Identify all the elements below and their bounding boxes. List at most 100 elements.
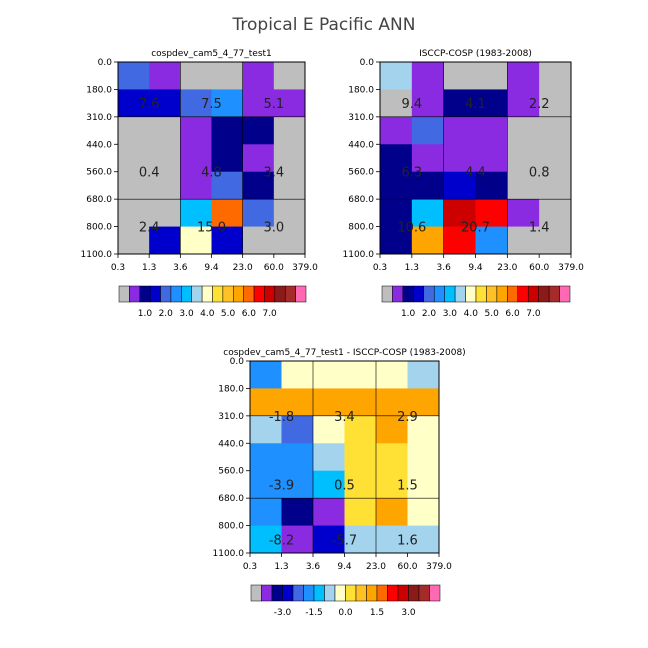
heatmap-cell [411,144,445,173]
colorbar-swatch [212,285,224,303]
colorbar-tick-label: 5.0 [485,309,500,319]
heatmap-cell [344,388,377,417]
cell-value-label: 2.9 [397,410,418,425]
heatmap-cell [407,388,440,417]
y-tick-label: 680.0 [348,195,374,205]
cell-value-label: -3.9 [269,478,294,493]
heatmap-cell [250,388,282,417]
cell-value-label: 0.8 [529,166,550,181]
colorbar-swatch [408,584,420,602]
colorbar-swatch [418,584,430,602]
y-tick-label: 0.0 [360,58,375,68]
heatmap-cell [539,144,572,173]
colorbar-tick-label: 3.0 [401,608,416,618]
heatmap-cell [242,199,275,228]
heatmap-cell [273,116,306,145]
cell-value-label: 5.1 [263,97,284,112]
y-tick-label: 1100.0 [213,549,245,559]
cell-value-label: 3.0 [263,221,284,236]
heatmap-cell [313,388,345,417]
y-tick-label: 180.0 [86,85,112,95]
colorbar-tick-label: 1.0 [401,309,416,319]
heatmap-cell [507,144,540,173]
colorbar-swatch [243,285,255,303]
colorbar-swatch [454,285,466,303]
colorbar-swatch [160,285,172,303]
heatmap-cell [242,116,275,145]
heatmap-cell [380,226,413,255]
y-tick-label: 800.0 [348,223,374,233]
heatmap-cell [443,171,476,200]
colorbar-swatch [292,584,304,602]
heatmap-cell [407,470,440,499]
colorbar-tick-label: 4.0 [200,309,215,319]
heatmap-cell [250,415,282,444]
x-tick-label: 3.6 [173,263,188,273]
heatmap-cell [507,62,540,90]
heatmap-cell [211,62,244,90]
y-tick-label: 560.0 [348,168,374,178]
colorbar-swatch [139,285,151,303]
heatmap-cell [180,89,212,118]
heatmap-cell [211,116,244,145]
colorbar-swatch [191,285,203,303]
x-tick-label: 9.4 [204,263,219,273]
heatmap-cell [411,89,445,118]
heatmap-cell [380,116,413,145]
y-tick-label: 310.0 [218,412,244,422]
colorbar-swatch [274,285,286,303]
heatmap-cell [281,470,314,499]
heatmap-cell [376,498,408,527]
colorbar-tick-label: 2.0 [422,309,437,319]
colorbar-tick-label: -3.0 [274,608,292,618]
cell-value-label: 2.4 [139,221,160,236]
heatmap-cell [376,443,408,472]
y-tick-label: 1100.0 [81,250,113,260]
cell-value-label: 4.1 [465,97,486,112]
cell-value-label: -5.7 [332,533,357,548]
heatmap-cell [443,89,476,118]
heatmap-cell [281,443,314,472]
heatmap-cell [411,116,445,145]
cell-value-label: 0.5 [334,478,355,493]
heatmap-cell [118,199,150,228]
colorbar-swatch [527,285,539,303]
colorbar-swatch [149,285,161,303]
y-tick-label: 1100.0 [343,250,375,260]
heatmap-cell [313,443,345,472]
heatmap-cell [250,525,282,554]
heatmap-cell [443,116,476,145]
x-tick-label: 379.0 [292,263,318,273]
cell-value-label: 15.0 [197,221,226,236]
heatmap-cell [211,226,244,255]
heatmap-cell [313,525,345,554]
heatmap-cell [281,388,314,417]
y-tick-label: 440.0 [86,140,112,150]
colorbar-tick-label: 1.0 [138,309,153,319]
heatmap-cell [380,199,413,228]
heatmap-cell [344,470,377,499]
heatmap-cell [281,525,314,554]
panel-title: cospdev_cam5_4_77_test1 - ISCCP-COSP (19… [223,348,465,358]
colorbar-swatch [303,584,315,602]
heatmap-cell [411,199,445,228]
colorbar-swatch [366,584,378,602]
colorbar-swatch [181,285,192,303]
heatmap-cell [475,116,508,145]
heatmap-cell [273,171,306,200]
panel-1: cospdev_cam5_4_77_test1 7.6 7.5 5.1 0.4 4.8 3.… [81,49,319,319]
heatmap-cell [344,443,377,472]
colorbar-swatch [433,285,445,303]
colorbar-tick-label: -1.5 [305,608,323,618]
x-tick-label: 0.3 [243,562,257,572]
heatmap-cell [149,171,181,200]
colorbar-swatch [233,285,244,303]
colorbar-swatch [376,584,388,602]
cell-value-label: 6.3 [401,166,422,181]
heatmap-cell [443,199,476,228]
colorbar-swatch [282,584,294,602]
cell-value-label: 3.4 [334,410,355,425]
x-tick-label: 1.3 [405,263,419,273]
heatmap-cell [149,89,181,118]
heatmap-cell [539,116,572,145]
